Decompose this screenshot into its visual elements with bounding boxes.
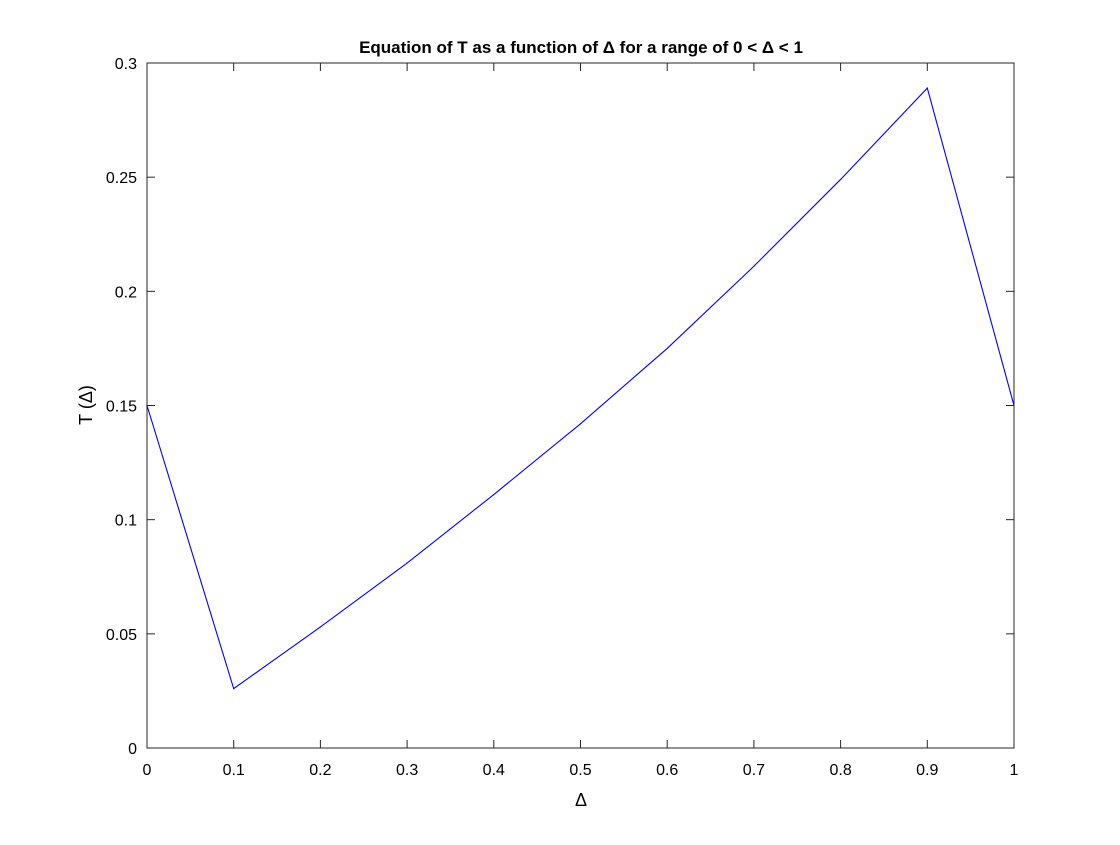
x-tick-label: 0.4 [483,762,505,779]
plot-area: 0 0.1 0.2 0.3 0.4 0.5 0.6 0.7 0.8 0.9 1 0 0.05 0.1 0.1… [106,56,1019,779]
data-point [579,423,582,425]
x-tick-label: 0 [143,762,152,779]
data-point [406,562,408,564]
y-tick-label: 0.05 [106,627,137,644]
x-tick-label: 0.9 [916,762,938,779]
y-tick-label: 0.15 [106,399,137,416]
data-point [319,626,321,628]
data-point [666,347,668,350]
x-tick-label: 0.3 [396,762,418,779]
data-point [1013,404,1015,407]
y-tick-label: 0.2 [115,284,137,301]
y-axis-label: T (Δ) [76,385,96,425]
x-tick-label: 1 [1010,762,1019,779]
y-tick-label: 0.1 [115,513,137,530]
data-point [840,178,842,181]
y-tick-label: 0.3 [115,56,137,73]
data-point [753,265,755,267]
x-axis-label: Δ [575,790,587,810]
x-tick-label: 0.1 [223,762,245,779]
y-tick-label: 0 [128,741,137,758]
chart-title: Equation of T as a function of Δ for a r… [359,38,803,57]
x-tick-label: 0.8 [829,762,851,779]
x-tick-label: 0.2 [309,762,331,779]
x-tick-label: 0.7 [743,762,765,779]
data-point [926,87,928,89]
data-point [146,404,148,407]
data-point [493,493,495,496]
x-tick-label: 0.5 [569,762,591,779]
data-point [233,688,235,690]
x-tick-label: 0.6 [656,762,678,779]
y-tick-label: 0.25 [106,170,137,187]
